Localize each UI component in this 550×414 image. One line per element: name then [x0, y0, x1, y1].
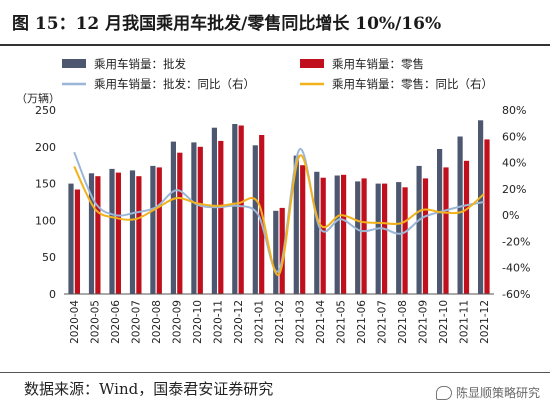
legend-swatch: [300, 59, 324, 68]
bar: [293, 155, 299, 294]
x-tick-label: 2021-12: [479, 300, 491, 344]
legend-swatch: [62, 59, 86, 68]
x-tick-label: 2020-06: [110, 300, 122, 344]
bar: [478, 120, 484, 294]
right-tick-label: 60%: [502, 130, 526, 143]
bar: [156, 167, 162, 294]
watermark: 陈显顺策略研究: [435, 384, 540, 401]
left-tick-label: 50: [42, 251, 56, 264]
bar: [95, 176, 101, 294]
bar: [197, 146, 203, 294]
legend-label: 乘用车销量：批发：同比（右）: [94, 77, 255, 91]
x-tick-label: 2021-08: [397, 300, 409, 344]
bar: [177, 152, 183, 294]
bar: [238, 125, 244, 294]
left-tick-label: 0: [49, 288, 56, 301]
x-tick-label: 2021-05: [335, 300, 347, 344]
plot-area: 0 50 100 150 200 250 80% 60% 40% 20% 0% -20% -40% -60…: [35, 104, 530, 344]
bar: [273, 210, 279, 294]
x-tick-label: 2020-11: [213, 300, 225, 344]
bar: [382, 183, 388, 294]
bar: [129, 170, 136, 294]
right-tick-label: 40%: [502, 157, 526, 170]
chart-title: 图 15：12 月我国乘用车批发/零售同比增长 10%/16%: [12, 14, 442, 34]
x-tick-label: 2021-03: [295, 300, 307, 344]
series-line: [73, 148, 484, 273]
x-tick-label: 2021-09: [417, 300, 429, 344]
bar: [170, 141, 176, 294]
bar: [150, 165, 156, 294]
bar: [211, 127, 217, 294]
bar: [355, 181, 361, 294]
bar: [443, 167, 449, 294]
bar: [437, 149, 443, 294]
x-tick-label: 2021-04: [315, 300, 327, 344]
source-note: 数据来源：Wind，国泰君安证券研究: [24, 380, 274, 398]
bar: [457, 136, 463, 294]
x-tick-label: 2020-09: [172, 300, 184, 344]
left-tick-label: 100: [35, 214, 56, 227]
x-tick-label: 2021-07: [376, 300, 388, 344]
x-tick-label: 2020-12: [233, 300, 245, 344]
bar: [68, 183, 74, 294]
bar: [109, 168, 115, 294]
chat-bubble-icon: [435, 385, 452, 400]
x-tick-label: 2020-07: [131, 300, 143, 344]
bar: [375, 183, 381, 294]
x-tick-label: 2021-06: [356, 300, 368, 344]
left-axis-unit: （万辆）: [16, 91, 60, 105]
bar: [300, 165, 306, 294]
bar: [402, 187, 408, 294]
x-tick-label: 2021-11: [458, 300, 470, 344]
right-tick-label: -40%: [502, 262, 530, 275]
right-tick-label: -60%: [502, 288, 530, 301]
bar: [361, 178, 367, 294]
left-tick-label: 250: [35, 104, 56, 117]
legend-label: 乘用车销量：批发: [94, 57, 186, 71]
x-tick-label: 2021-01: [254, 300, 266, 344]
left-tick-label: 200: [35, 141, 56, 154]
bar: [279, 207, 285, 294]
series-line: [73, 154, 485, 276]
title-bar: 图 15：12 月我国乘用车批发/零售同比增长 10%/16%: [0, 0, 550, 46]
x-tick-label: 2021-10: [438, 300, 450, 344]
watermark-text: 陈显顺策略研究: [455, 386, 540, 400]
bar: [115, 172, 121, 294]
legend-label: 乘用车销量：零售：同比（右）: [332, 77, 493, 91]
x-tick-label: 2021-02: [274, 300, 286, 344]
bar: [416, 165, 422, 294]
bar: [484, 139, 490, 294]
bar: [218, 140, 224, 294]
legend-label: 乘用车销量：零售: [332, 57, 424, 71]
source-bar: 数据来源：Wind，国泰君安证券研究 陈显顺策略研究: [0, 372, 550, 413]
bar: [396, 182, 402, 294]
bar: [136, 176, 142, 294]
x-tick-label: 2020-05: [90, 300, 102, 344]
bar: [334, 175, 340, 294]
bar: [314, 171, 320, 294]
x-tick-label: 2020-10: [192, 300, 204, 344]
bar: [422, 178, 429, 294]
bar: [463, 160, 470, 294]
x-tick-label: 2020-08: [151, 300, 163, 344]
right-tick-label: 0%: [502, 209, 519, 222]
bar: [88, 173, 95, 294]
bar: [191, 142, 197, 294]
bar: [252, 145, 258, 294]
right-tick-label: 20%: [502, 183, 526, 196]
bar: [232, 124, 238, 294]
bar: [341, 174, 347, 294]
x-tick-label: 2020-04: [69, 300, 81, 344]
right-tick-label: -20%: [502, 235, 530, 248]
bar: [320, 177, 326, 294]
right-tick-label: 80%: [502, 104, 526, 117]
left-tick-label: 150: [35, 178, 56, 191]
bar: [74, 189, 80, 294]
